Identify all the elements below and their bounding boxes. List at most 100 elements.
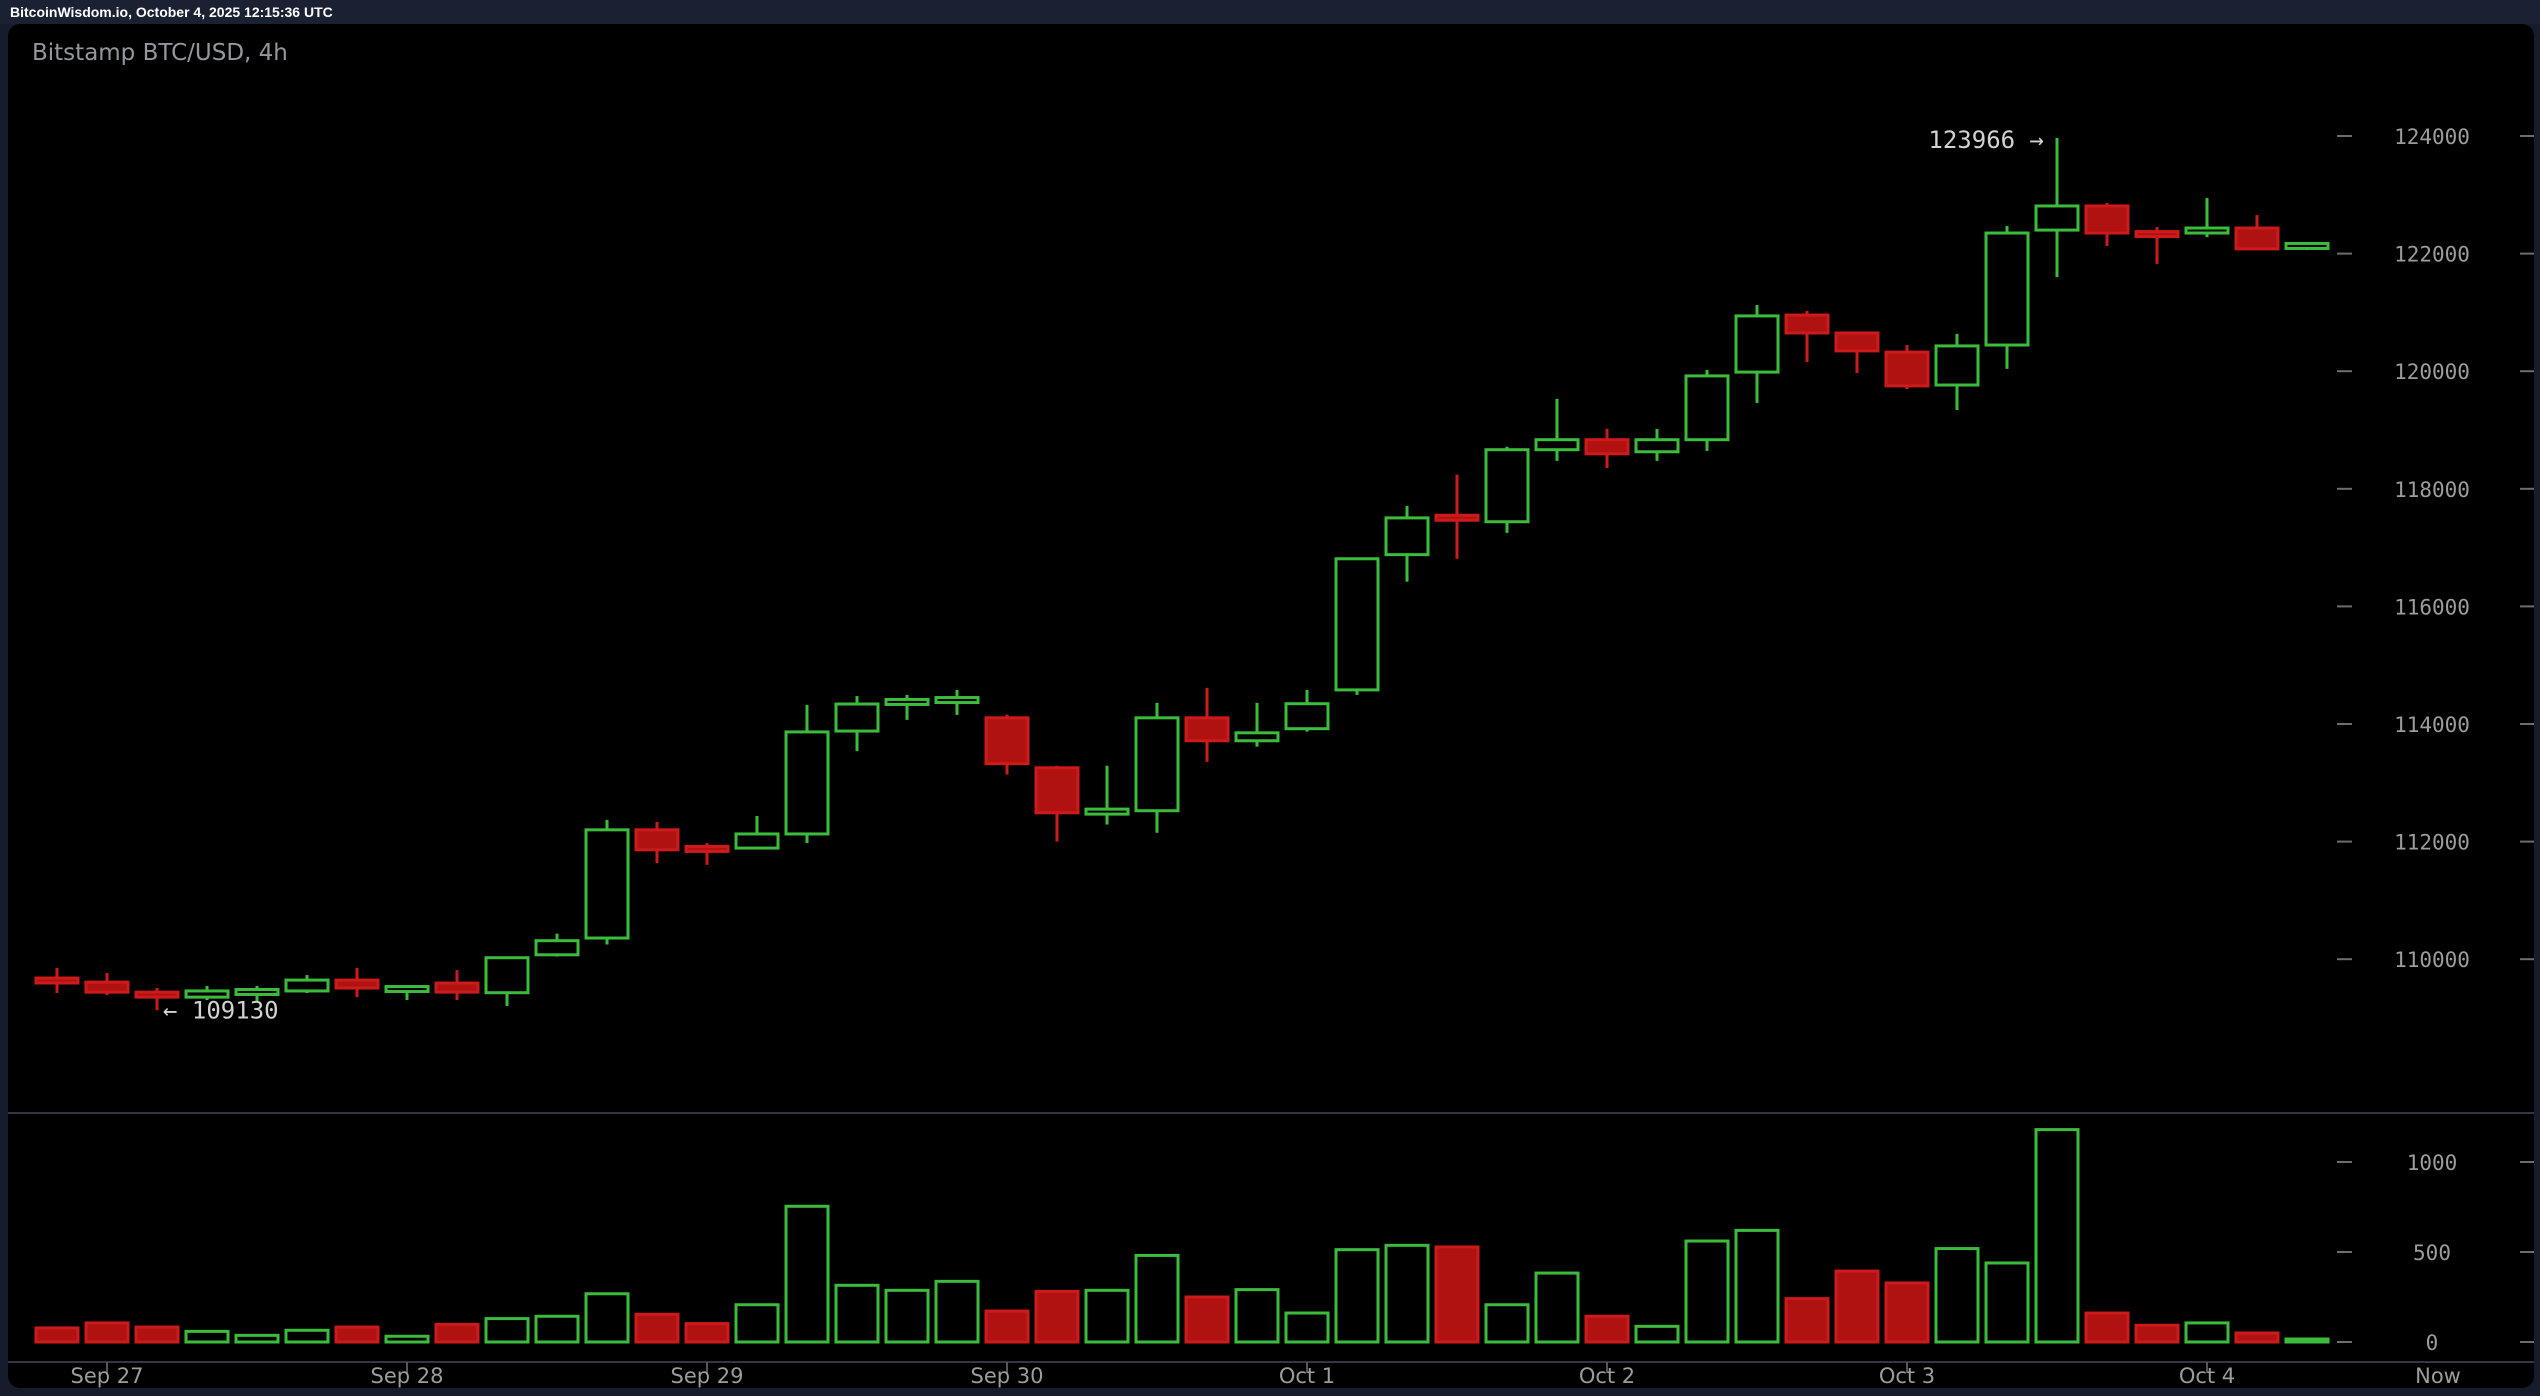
volume-bar <box>534 1314 580 1344</box>
candle-body <box>1584 438 1630 456</box>
candle-body <box>1684 374 1730 442</box>
candle-body <box>1184 716 1230 743</box>
candle-body <box>1634 438 1680 454</box>
candle-body <box>284 978 330 993</box>
volume-bar <box>1484 1303 1530 1344</box>
candle-body <box>934 696 980 705</box>
candle-body <box>384 985 430 994</box>
volume-bar <box>184 1329 230 1344</box>
price-axis-label: 110000 <box>2394 948 2470 972</box>
candle-body <box>634 828 680 852</box>
high-annotation: 123966 → <box>1928 126 2044 154</box>
candle-body <box>1084 807 1130 816</box>
volume-bar <box>1184 1295 1230 1344</box>
candle-body <box>534 939 580 957</box>
price-axis-label: 116000 <box>2394 595 2470 619</box>
volume-bar <box>1384 1243 1430 1344</box>
volume-axis-label: 1000 <box>2407 1151 2458 1175</box>
date-label: Sep 27 <box>71 1364 144 1388</box>
candle-body <box>434 981 480 994</box>
candle-body <box>784 730 830 836</box>
price-axis-label: 118000 <box>2394 478 2470 502</box>
volume-axis-label: 0 <box>2426 1331 2439 1355</box>
candle-body <box>2234 226 2280 251</box>
candle-body <box>1234 731 1280 743</box>
price-axis-label: 114000 <box>2394 713 2470 737</box>
candle-body <box>234 987 280 996</box>
volume-bar <box>2284 1337 2330 1344</box>
header-text: BitcoinWisdom.io, October 4, 2025 12:15:… <box>10 4 333 20</box>
price-axis-label: 124000 <box>2394 125 2470 149</box>
volume-bar <box>934 1279 980 1344</box>
volume-bar <box>1984 1261 2030 1344</box>
volume-bar <box>84 1321 130 1344</box>
volume-bar <box>1634 1324 1680 1344</box>
candle-body <box>184 989 230 999</box>
volume-bar <box>1584 1314 1630 1344</box>
volume-bar <box>1934 1247 1980 1344</box>
candle-body <box>84 980 130 994</box>
candle-body <box>1034 766 1080 815</box>
volume-bar <box>1434 1245 1480 1344</box>
volume-bar <box>984 1309 1030 1344</box>
date-label: Sep 29 <box>671 1364 744 1388</box>
volume-bar <box>2034 1128 2080 1344</box>
date-label: Oct 1 <box>1279 1364 1335 1388</box>
candle-body <box>1934 344 1980 387</box>
volume-bar <box>2134 1323 2180 1344</box>
candle-body <box>734 832 780 850</box>
candle-body <box>2134 230 2180 239</box>
volume-bar <box>1084 1288 1130 1344</box>
candle-body <box>1334 557 1380 692</box>
volume-bar <box>1884 1281 1930 1344</box>
volume-bar <box>734 1303 780 1344</box>
candle-body <box>134 990 180 999</box>
candle-body <box>884 697 930 706</box>
candle-body <box>1834 331 1880 353</box>
volume-bar <box>1034 1289 1080 1344</box>
volume-bar <box>1734 1228 1780 1344</box>
volume-bar <box>284 1328 330 1344</box>
date-label: Oct 4 <box>2179 1364 2235 1388</box>
date-label: Oct 2 <box>1579 1364 1635 1388</box>
volume-bar <box>2184 1321 2230 1344</box>
volume-bar <box>2084 1311 2130 1344</box>
date-label: Oct 3 <box>1879 1364 1935 1388</box>
header-bar: BitcoinWisdom.io, October 4, 2025 12:15:… <box>0 0 2540 24</box>
candle-body <box>2184 226 2230 235</box>
volume-bar <box>1684 1239 1730 1344</box>
volume-bar <box>684 1322 730 1344</box>
candle-body <box>484 956 530 995</box>
volume-bar <box>1834 1269 1880 1344</box>
price-axis-label: 122000 <box>2394 243 2470 267</box>
volume-axis-label: 500 <box>2413 1241 2451 1265</box>
price-axis-label: 120000 <box>2394 360 2470 384</box>
candle-body <box>584 828 630 940</box>
volume-bar <box>1334 1248 1380 1344</box>
volume-bar <box>784 1204 830 1344</box>
candle-body <box>834 702 880 733</box>
date-label: Sep 28 <box>371 1364 444 1388</box>
candle-body <box>1484 448 1530 524</box>
volume-bar <box>1534 1271 1580 1344</box>
volume-bar <box>484 1317 530 1344</box>
candle-body <box>1134 716 1180 813</box>
candle-body <box>2284 241 2330 250</box>
volume-bar <box>1234 1288 1280 1344</box>
chart-title: Bitstamp BTC/USD, 4h <box>32 40 288 66</box>
candle-body <box>1884 350 1930 388</box>
now-label: Now <box>2415 1364 2461 1388</box>
volume-bar <box>1284 1311 1330 1344</box>
volume-bar <box>634 1312 680 1344</box>
candle-body <box>684 844 730 853</box>
volume-bar <box>1134 1253 1180 1344</box>
candle-body <box>1534 438 1580 452</box>
low-annotation: ← 109130 <box>163 996 279 1024</box>
candlestick-chart[interactable]: 124000 122000 120000 118000 116000 114000 1120… <box>8 24 2534 1388</box>
volume-bar <box>434 1322 480 1344</box>
volume-bar <box>884 1288 930 1344</box>
candle-body <box>34 976 80 985</box>
price-axis-label: 112000 <box>2394 831 2470 855</box>
candle-body <box>1984 231 2030 347</box>
volume-bar <box>134 1325 180 1344</box>
